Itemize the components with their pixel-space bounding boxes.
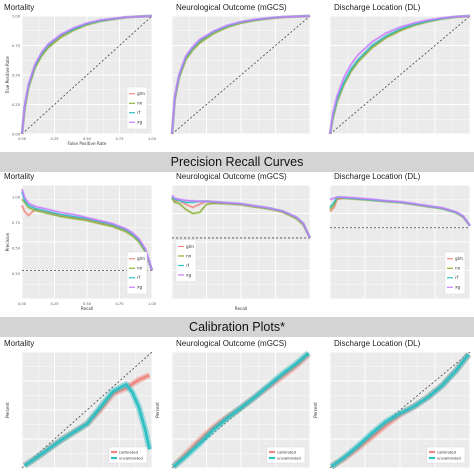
cal-dl-title: Discharge Location (DL) [334,339,421,348]
legend-label-nn: nn [455,266,461,271]
legend: glm nn rf xg [175,239,197,282]
series-line-nn [171,197,311,239]
y-axis-label: Percent [313,402,318,418]
legend-box [126,86,148,130]
pr-mgcs-title: Neurological Outcome (mGCS) [176,172,287,181]
legend-label-rf: rf [186,263,190,268]
x-tick-label: 0.50 [83,302,92,306]
y-tick-label: 1.00 [12,196,21,200]
cal-mgcs-title: Neurological Outcome (mGCS) [176,339,287,348]
roc-mortality-chart: 0.00 0.25 0.50 0.75 1.00 0.00 0.25 0.50 0.75 1.00… [5,14,157,146]
legend-label-glm: glm [455,256,463,261]
series-line-nn [21,198,153,271]
x-tick-label: 0.25 [50,137,58,141]
legend-label-calibrated: calibrated [277,449,297,454]
legend-box [108,446,148,464]
legend-box [175,239,197,282]
reference-diagonal-line [21,15,153,135]
x-tick-label: 0.50 [83,137,92,141]
y-tick-label: 1.00 [12,14,21,18]
legend-label-xg: xg [137,285,142,290]
legend-label-rf: rf [137,110,141,115]
pr-dl-chart: glm nn rf xg [328,184,472,300]
y-tick-label: 0.25 [12,272,20,276]
y-tick-label: 0.75 [12,221,20,225]
legend-label-calibrated: calibrated [437,449,457,454]
legend-label-rf: rf [455,275,459,280]
legend: glm nn rf xg [126,86,148,130]
legend-box [444,251,466,295]
series-line-rf [21,191,153,271]
y-axis-label: Precision [5,232,10,251]
legend-label-xg: xg [455,285,460,290]
roc-dl-chart [328,14,471,135]
series-line-xg [171,194,311,239]
x-tick-label: 1.00 [148,302,157,306]
y-tick-label: 0.25 [12,103,20,107]
y-tick-label: 0.50 [12,246,21,250]
x-axis-label: Recall [81,306,94,311]
legend-label-xg: xg [137,120,142,125]
y-tick-label: 0.50 [12,73,21,77]
x-tick-label: 0.00 [18,137,27,141]
legend-label-uncalibrated: uncalibrated [119,455,143,460]
y-axis-label: Percent [155,402,160,418]
series-line-xg [21,15,153,135]
series-line-uncalibrated [330,353,470,468]
legend-label-glm: glm [137,256,145,261]
legend: glm nn rf xg [126,251,148,295]
legend-label-nn: nn [137,266,143,271]
legend-label-uncalibrated: uncalibrated [437,455,461,460]
pr-section-banner: Precision Recall Curves [0,152,474,172]
x-tick-label: 0.25 [50,302,58,306]
series-line-xg [21,188,153,271]
roc-dl-title: Discharge Location (DL) [334,3,421,12]
series-line-glm [21,205,153,271]
legend-box [426,446,466,464]
roc-mortality-title: Mortality [4,3,35,12]
y-axis-label: True Positive Rate [5,56,10,95]
x-axis-label: Recall [235,306,248,311]
legend-label-nn: nn [186,253,192,258]
reference-diagonal-line [329,15,471,135]
calibration-section-banner: Calibration Plots* [0,317,474,337]
legend-label-glm: glm [186,244,194,249]
pr-dl-title: Discharge Location (DL) [334,172,421,181]
pr-mortality-title: Mortality [4,172,35,181]
y-axis-label: Percent [5,402,10,418]
pr-mgcs-chart: Recall glm nn rf xg [170,184,312,311]
reference-diagonal-line [21,351,153,469]
legend-label-xg: xg [186,272,191,277]
legend-label-rf: rf [137,275,141,280]
x-tick-label: 0.75 [115,137,123,141]
legend: glm nn rf xg [444,251,466,295]
cal-mortality-title: Mortality [4,339,35,348]
legend-label-nn: nn [137,101,143,106]
pr-mortality-chart: 0.00 0.25 0.50 0.75 1.00 1.00 0.75 0.50 0.25 Reca… [5,184,157,311]
roc-mgcs-chart [170,14,311,135]
y-tick-label: 0.00 [12,132,21,136]
roc-mgcs-title: Neurological Outcome (mGCS) [176,3,287,12]
x-tick-label: 1.00 [148,137,157,141]
legend-box [266,446,306,464]
series-line-uncalibrated [23,383,151,467]
legend-label-glm: glm [137,91,145,96]
series-line-xg [329,15,471,135]
x-axis-label: False Positive Rate [68,141,107,146]
series-line-xg [171,15,311,135]
x-tick-label: 0.00 [18,302,27,306]
series-line-uncalibrated [172,352,310,468]
legend-label-uncalibrated: uncalibrated [277,455,301,460]
legend-box [126,251,148,295]
series-line-xg [329,196,471,227]
y-tick-label: 0.75 [12,44,20,48]
legend-label-calibrated: calibrated [119,449,139,454]
x-tick-label: 0.75 [115,302,123,306]
